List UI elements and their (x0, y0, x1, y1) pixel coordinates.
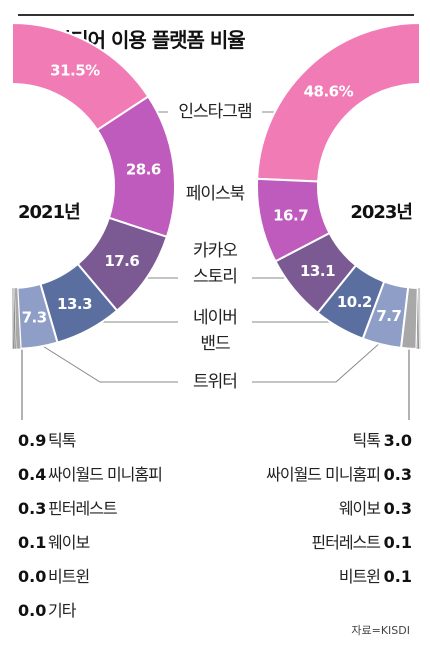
small-share-label: 틱톡 (353, 431, 381, 450)
slice-value-label: 48.6% (304, 82, 354, 100)
small-share-value: 0.3 (384, 499, 412, 518)
slice-value-label: 7.3 (22, 309, 47, 327)
category-label: 카카오 (193, 241, 237, 261)
small-share-label: 비트윈 (339, 567, 380, 586)
small-share-label: 웨이보 (48, 533, 89, 552)
donut-groups (11, 21, 421, 350)
small-share-label: 기타 (48, 601, 77, 620)
top-rule (18, 14, 414, 16)
small-share-value: 0.4 (18, 465, 46, 484)
donut-0 (11, 21, 176, 350)
slice-틱톡 (399, 286, 419, 350)
small-share-value: 0.0 (18, 567, 46, 586)
slice-value-label: 13.1 (300, 262, 335, 280)
small-share-label: 틱톡 (48, 431, 76, 450)
small-share-value: 0.9 (18, 431, 46, 450)
small-share-label: 싸이월드 미니홈피 (266, 465, 380, 484)
small-share-label: 비트윈 (48, 567, 89, 586)
slice-비트윈 (419, 287, 421, 350)
category-label: 네이버 (193, 308, 237, 328)
donut-1 (256, 21, 421, 350)
year-label: 2023년 (350, 202, 412, 223)
small-share-label: 웨이보 (339, 499, 380, 518)
small-share-label: 싸이월드 미니홈피 (48, 465, 162, 484)
slice-페이스북 (256, 177, 331, 263)
slice-웨이보 (11, 287, 13, 350)
slice-value-label: 7.7 (376, 307, 401, 325)
year-label: 2021년 (18, 202, 80, 223)
small-share-label: 핀터레스트 (311, 533, 380, 552)
small-share-value: 0.0 (18, 601, 46, 620)
slice-카카오-스토리 (274, 231, 358, 315)
category-label: 스토리 (193, 267, 237, 287)
slice-인스타그램 (256, 21, 421, 183)
value-labels: 31.5% 28.6 17.6 13.3 7.3 2021년 48.6% 16.7 13.110… (18, 61, 413, 327)
small-share-value: 3.0 (384, 431, 412, 450)
small-share-value: 0.1 (18, 533, 46, 552)
small-share-value: 0.3 (384, 465, 412, 484)
slice-value-label: 10.2 (337, 293, 372, 311)
small-share-value: 0.1 (384, 567, 412, 586)
small-share-value: 0.1 (384, 533, 412, 552)
leader-line (252, 333, 391, 383)
slice-value-label: 28.6 (126, 161, 161, 179)
small-share-label: 핀터레스트 (48, 499, 117, 518)
category-label: 밴드 (200, 334, 230, 354)
slice-트위터 (361, 280, 410, 350)
slice-value-label: 31.5% (50, 61, 100, 79)
source-note: 자료=KISDI (351, 624, 410, 637)
slice-네이버-밴드 (316, 263, 386, 340)
slice-value-label: 16.7 (273, 207, 308, 225)
slice-value-label: 13.3 (57, 295, 92, 313)
category-label: 페이스북 (186, 184, 245, 204)
small-share-value: 0.3 (18, 499, 46, 518)
category-label: 트위터 (193, 372, 237, 392)
slice-value-label: 17.6 (104, 252, 139, 270)
leader-line (29, 337, 178, 383)
category-label: 인스타그램 (178, 102, 251, 122)
